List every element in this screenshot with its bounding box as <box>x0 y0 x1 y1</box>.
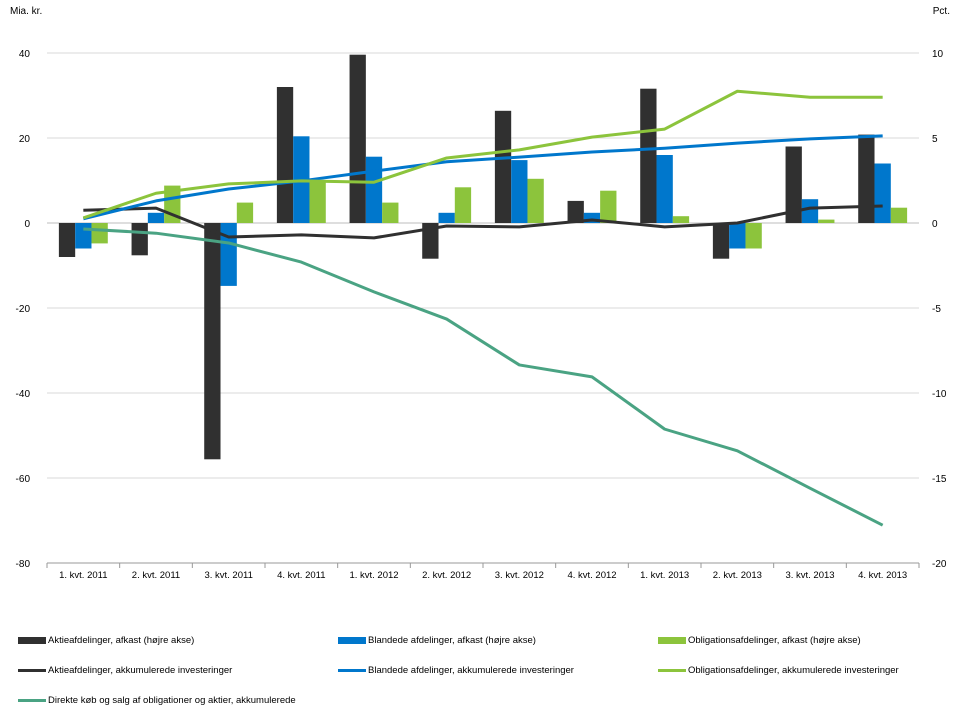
bar <box>349 54 366 224</box>
bar <box>511 160 528 223</box>
bar <box>672 216 690 223</box>
series-line <box>82 134 883 221</box>
bar <box>600 190 617 223</box>
left-tick-label: -60 <box>16 474 31 485</box>
bar <box>801 199 819 223</box>
x-tick-label: 1. kvt. 2011 <box>59 570 107 581</box>
right-tick-label: -10 <box>932 389 947 400</box>
right-tick-label: -15 <box>932 474 947 485</box>
x-tick-label: 4. kvt. 2013 <box>858 570 907 581</box>
bar <box>785 146 802 223</box>
right-tick-label: -20 <box>932 559 947 570</box>
series-line <box>82 89 883 220</box>
bar <box>276 87 294 223</box>
bar <box>454 187 472 223</box>
bar <box>494 110 512 223</box>
bar <box>858 134 875 223</box>
bar <box>527 178 544 223</box>
left-tick-label: 0 <box>24 219 30 230</box>
bar <box>583 212 601 223</box>
series-line <box>83 227 884 527</box>
left-tick-label: -40 <box>16 389 31 400</box>
bar <box>818 219 835 223</box>
x-tick-label: 2. kvt. 2011 <box>132 570 180 581</box>
x-tick-label: 2. kvt. 2012 <box>422 570 471 581</box>
x-tick-label: 1. kvt. 2012 <box>349 570 398 581</box>
bar <box>422 223 439 259</box>
bar <box>75 223 92 249</box>
left-tick-label: -20 <box>16 304 31 315</box>
right-tick-label: -5 <box>932 304 941 315</box>
bar <box>640 88 657 223</box>
x-tick-label: 2. kvt. 2013 <box>713 570 762 581</box>
bar <box>438 212 455 223</box>
bar <box>729 223 746 249</box>
bar <box>365 156 383 223</box>
bar <box>567 200 584 223</box>
bar <box>309 182 326 223</box>
bar <box>58 223 76 257</box>
right-tick-label: 0 <box>932 219 938 230</box>
bar <box>874 163 891 223</box>
x-tick-label: 3. kvt. 2013 <box>785 570 834 581</box>
bar <box>382 202 399 223</box>
right-tick-label: 5 <box>932 134 938 145</box>
bar <box>890 207 908 223</box>
bar <box>712 223 730 259</box>
left-tick-label: -80 <box>16 559 31 570</box>
series-line <box>83 204 883 240</box>
left-tick-label: 40 <box>19 49 31 60</box>
bar <box>147 212 165 223</box>
x-tick-label: 4. kvt. 2011 <box>277 570 325 581</box>
x-tick-label: 4. kvt. 2012 <box>567 570 616 581</box>
bar <box>91 223 108 244</box>
left-axis-label: Mia. kr. <box>10 6 43 17</box>
bar <box>204 223 221 460</box>
bar <box>745 223 762 249</box>
bar <box>131 223 148 256</box>
bar <box>220 223 237 286</box>
bar <box>236 202 254 223</box>
x-tick-label: 3. kvt. 2011 <box>204 570 252 581</box>
left-tick-label: 20 <box>19 134 31 145</box>
bar <box>656 155 673 223</box>
x-tick-label: 1. kvt. 2013 <box>640 570 689 581</box>
right-tick-label: 10 <box>932 49 944 60</box>
right-axis-label: Pct. <box>932 6 950 17</box>
x-tick-label: 3. kvt. 2012 <box>495 570 544 581</box>
